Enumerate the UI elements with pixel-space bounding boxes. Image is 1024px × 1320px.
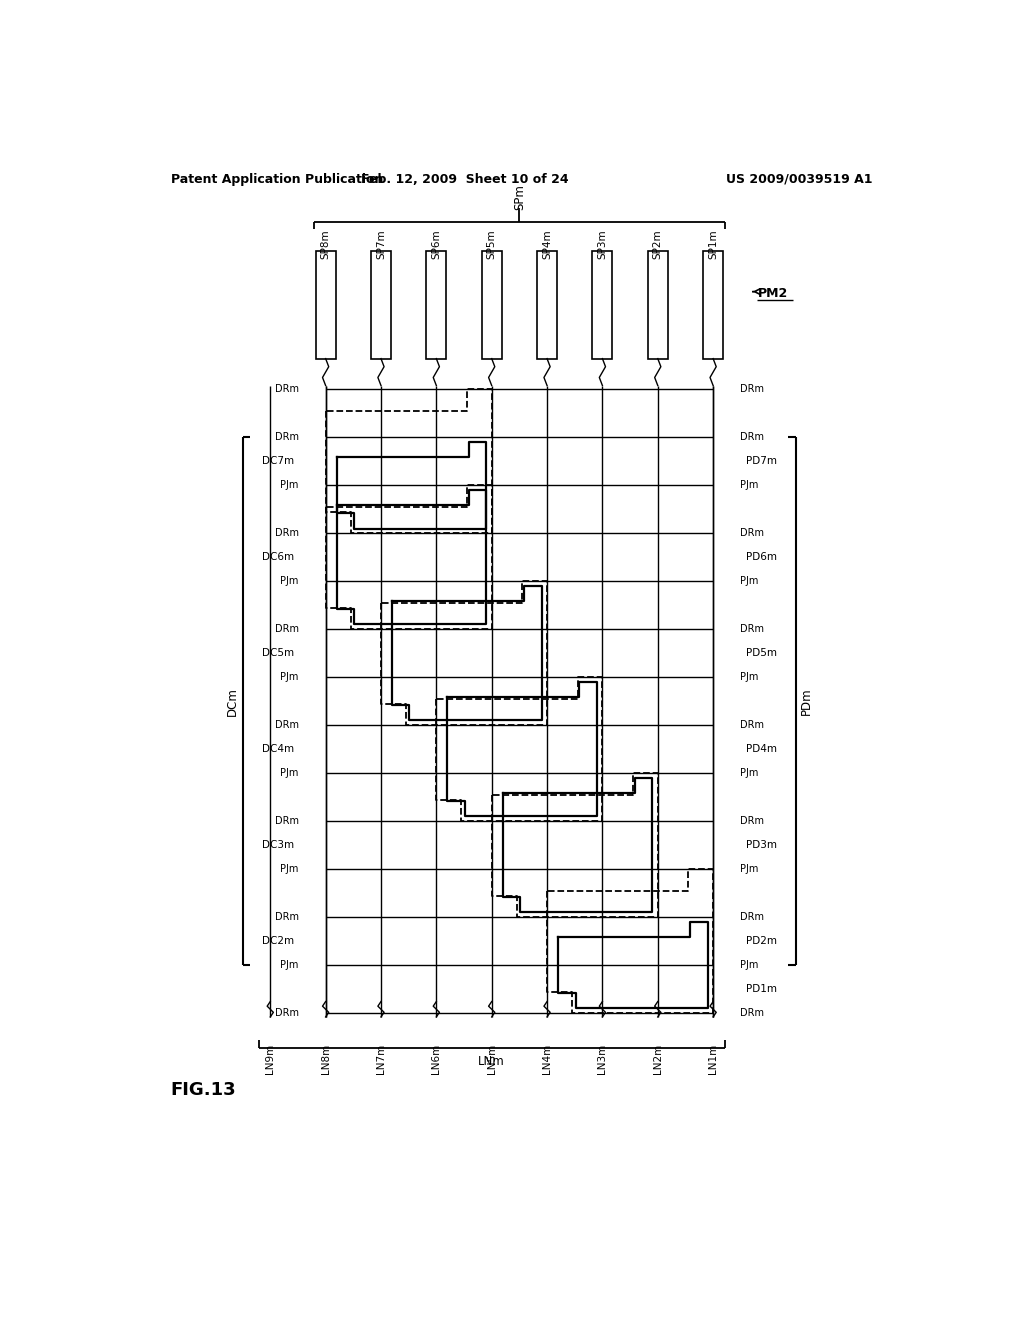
Text: DC4m: DC4m [262, 744, 294, 754]
Text: DC5m: DC5m [262, 648, 294, 659]
Bar [426, 251, 446, 359]
Text: DRm: DRm [740, 721, 764, 730]
Text: SP7m: SP7m [376, 230, 386, 260]
Text: PJm: PJm [281, 672, 299, 682]
Text: LN1m: LN1m [709, 1044, 718, 1074]
Text: FIG.13: FIG.13 [171, 1081, 237, 1100]
Text: DRm: DRm [740, 433, 764, 442]
Text: PD6m: PD6m [745, 552, 776, 562]
Text: SPm: SPm [513, 183, 526, 210]
Text: PD3m: PD3m [745, 841, 776, 850]
Bar [481, 251, 502, 359]
Text: DRm: DRm [274, 912, 299, 923]
Text: PJm: PJm [740, 480, 759, 490]
Text: DRm: DRm [274, 816, 299, 826]
Text: DRm: DRm [274, 384, 299, 395]
Text: PJm: PJm [281, 960, 299, 970]
Text: LN9m: LN9m [265, 1044, 275, 1074]
Bar [703, 251, 723, 359]
Text: LN3m: LN3m [597, 1044, 607, 1074]
Text: DC2m: DC2m [262, 936, 294, 946]
Text: SP2m: SP2m [652, 230, 663, 260]
Text: PJm: PJm [281, 480, 299, 490]
Text: SP8m: SP8m [321, 230, 331, 260]
Text: Feb. 12, 2009  Sheet 10 of 24: Feb. 12, 2009 Sheet 10 of 24 [361, 173, 569, 186]
Text: Patent Application Publication: Patent Application Publication [171, 173, 383, 186]
Text: DRm: DRm [274, 1008, 299, 1018]
Text: LN7m: LN7m [376, 1044, 386, 1074]
Text: PJm: PJm [740, 865, 759, 874]
Text: PJm: PJm [740, 960, 759, 970]
Text: DRm: DRm [740, 384, 764, 395]
Text: PM2: PM2 [758, 286, 788, 300]
Text: PD2m: PD2m [745, 936, 776, 946]
Text: DC7m: DC7m [262, 457, 294, 466]
Text: DC6m: DC6m [262, 552, 294, 562]
Text: SP5m: SP5m [486, 230, 497, 260]
Text: PD7m: PD7m [745, 457, 776, 466]
Bar [315, 251, 336, 359]
Text: PJm: PJm [740, 672, 759, 682]
Text: DRm: DRm [274, 433, 299, 442]
Text: LN5m: LN5m [486, 1044, 497, 1074]
Text: PJm: PJm [740, 577, 759, 586]
Text: PJm: PJm [281, 577, 299, 586]
Text: DRm: DRm [274, 624, 299, 635]
Text: LN2m: LN2m [652, 1044, 663, 1074]
Text: DRm: DRm [740, 816, 764, 826]
Text: SP3m: SP3m [597, 230, 607, 260]
Text: LN6m: LN6m [431, 1044, 441, 1074]
Text: PDm: PDm [800, 688, 813, 715]
Text: SP4m: SP4m [542, 230, 552, 260]
Text: DRm: DRm [274, 528, 299, 539]
Bar [371, 251, 391, 359]
Text: PJm: PJm [740, 768, 759, 779]
Bar [592, 251, 612, 359]
Text: DRm: DRm [740, 528, 764, 539]
Text: PD4m: PD4m [745, 744, 776, 754]
Text: DRm: DRm [740, 1008, 764, 1018]
Text: PD1m: PD1m [745, 985, 776, 994]
Text: SP1m: SP1m [709, 230, 718, 260]
Text: PJm: PJm [281, 768, 299, 779]
Text: PD5m: PD5m [745, 648, 776, 659]
Text: SP6m: SP6m [431, 230, 441, 260]
Text: LN8m: LN8m [321, 1044, 331, 1074]
Text: DC3m: DC3m [262, 841, 294, 850]
Text: DRm: DRm [274, 721, 299, 730]
Text: DRm: DRm [740, 912, 764, 923]
Text: LN4m: LN4m [542, 1044, 552, 1074]
Text: PJm: PJm [281, 865, 299, 874]
Text: DRm: DRm [740, 624, 764, 635]
Bar [648, 251, 668, 359]
Text: LNm: LNm [478, 1055, 505, 1068]
Bar [537, 251, 557, 359]
Text: US 2009/0039519 A1: US 2009/0039519 A1 [725, 173, 872, 186]
Text: DCm: DCm [226, 686, 240, 715]
